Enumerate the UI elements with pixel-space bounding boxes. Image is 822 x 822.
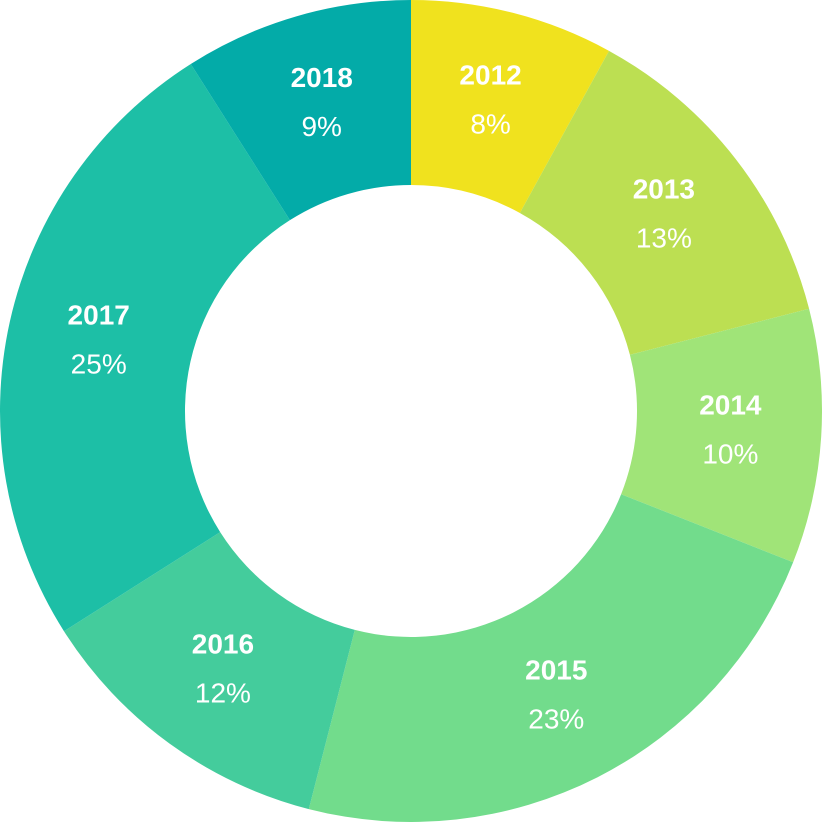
slice-value: 9%: [301, 111, 341, 142]
slice-value: 13%: [636, 222, 692, 253]
slice-value: 10%: [702, 438, 758, 469]
slice-category: 2015: [525, 655, 587, 686]
slice-value: 12%: [195, 677, 251, 708]
slice: [411, 0, 610, 213]
slice-value: 23%: [528, 704, 584, 735]
slice: [63, 532, 355, 810]
slice: [308, 494, 794, 822]
slice-category: 2016: [192, 628, 254, 659]
slice: [0, 63, 290, 632]
slice: [519, 50, 810, 355]
slice-category: 2018: [291, 62, 353, 93]
slice-value: 8%: [470, 108, 510, 139]
slice-value: 25%: [71, 349, 127, 380]
slice: [190, 0, 411, 221]
slice-category: 2013: [633, 173, 695, 204]
slice: [621, 308, 822, 563]
slice-category: 2014: [699, 389, 762, 420]
slice-category: 2017: [68, 300, 130, 331]
slice-category: 2012: [459, 59, 521, 90]
